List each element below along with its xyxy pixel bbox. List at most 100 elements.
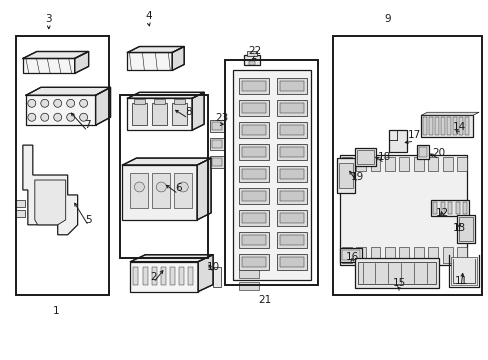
Bar	[134, 99, 145, 104]
Bar	[133, 267, 138, 285]
Circle shape	[54, 99, 61, 107]
Bar	[370, 247, 380, 263]
Bar	[239, 254, 268, 270]
Bar	[416, 145, 428, 159]
Circle shape	[54, 113, 61, 121]
Text: 15: 15	[392, 278, 405, 288]
Bar	[276, 100, 306, 116]
Bar	[210, 138, 224, 150]
Bar	[332, 36, 481, 294]
Bar	[355, 247, 366, 263]
Bar	[447, 117, 450, 135]
Bar	[458, 117, 462, 135]
Bar	[357, 262, 435, 284]
Bar	[16, 36, 108, 294]
Text: 23: 23	[215, 113, 228, 123]
Bar	[154, 99, 165, 104]
Bar	[152, 103, 167, 125]
Text: 12: 12	[435, 208, 448, 218]
Bar	[242, 169, 265, 179]
Bar	[279, 235, 303, 245]
Bar	[428, 117, 432, 135]
Polygon shape	[35, 180, 65, 225]
Bar	[276, 210, 306, 226]
Bar	[212, 140, 222, 148]
Circle shape	[80, 113, 87, 121]
Bar	[15, 210, 25, 217]
Bar	[384, 157, 394, 171]
Bar	[279, 81, 303, 91]
Bar	[341, 247, 351, 263]
Bar	[213, 267, 221, 287]
Polygon shape	[421, 112, 478, 115]
Bar	[151, 267, 156, 285]
Text: 20: 20	[432, 148, 445, 158]
Text: 3: 3	[45, 14, 52, 24]
Polygon shape	[122, 158, 211, 165]
Bar	[276, 166, 306, 182]
Circle shape	[80, 99, 87, 107]
Bar	[279, 147, 303, 157]
Text: 10: 10	[206, 262, 219, 272]
Bar	[462, 202, 466, 214]
Bar	[456, 247, 466, 263]
Polygon shape	[23, 145, 78, 235]
Bar	[276, 232, 306, 248]
Bar	[15, 200, 25, 207]
Bar	[239, 232, 268, 248]
Bar	[464, 117, 468, 135]
Polygon shape	[75, 51, 88, 73]
Bar	[242, 213, 265, 223]
Bar	[370, 157, 380, 171]
Bar	[170, 267, 175, 285]
Bar	[279, 125, 303, 135]
Bar	[122, 165, 197, 220]
Bar	[452, 117, 456, 135]
Text: 17: 17	[407, 130, 420, 140]
Polygon shape	[172, 46, 184, 71]
Polygon shape	[23, 51, 88, 58]
Bar	[432, 202, 436, 214]
Text: 19: 19	[350, 172, 364, 182]
Bar	[354, 258, 438, 288]
Bar	[120, 95, 208, 258]
Bar	[239, 100, 268, 116]
Bar	[388, 130, 407, 152]
Bar	[276, 188, 306, 204]
Circle shape	[134, 182, 144, 192]
Bar	[456, 215, 474, 243]
Bar	[242, 147, 265, 157]
Bar	[456, 157, 466, 171]
Circle shape	[66, 113, 75, 121]
Bar	[440, 117, 444, 135]
Bar	[174, 173, 192, 208]
Bar	[127, 53, 172, 71]
Text: 4: 4	[145, 11, 151, 21]
Bar	[246, 51, 256, 57]
Bar	[279, 257, 303, 267]
Bar	[442, 247, 452, 263]
Circle shape	[28, 113, 36, 121]
Bar	[447, 202, 451, 214]
Bar	[242, 191, 265, 201]
Bar	[279, 169, 303, 179]
Text: 22: 22	[248, 46, 261, 57]
Text: 16: 16	[345, 252, 359, 262]
Bar	[279, 191, 303, 201]
Bar	[450, 257, 476, 285]
Text: 5: 5	[85, 215, 92, 225]
Circle shape	[41, 99, 49, 107]
Bar	[384, 247, 394, 263]
Circle shape	[41, 113, 49, 121]
Bar	[421, 115, 472, 137]
Bar	[442, 157, 452, 171]
Polygon shape	[127, 92, 203, 98]
Polygon shape	[192, 92, 203, 130]
Bar	[179, 267, 183, 285]
Bar	[276, 78, 306, 94]
Bar	[339, 155, 466, 265]
Bar	[341, 250, 359, 260]
Bar	[341, 157, 351, 171]
Polygon shape	[26, 87, 110, 95]
Polygon shape	[198, 255, 213, 292]
